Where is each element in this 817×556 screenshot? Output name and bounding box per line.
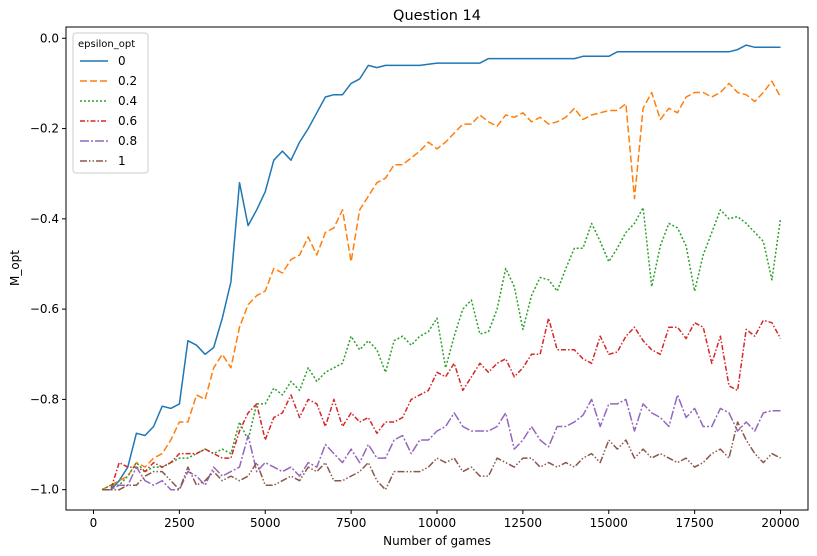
x-tick-label: 17500 (676, 516, 714, 530)
legend: epsilon_opt 0 0.2 0.4 0.6 0.8 1 (72, 32, 149, 174)
legend-entries: 0 0.2 0.4 0.6 0.8 1 (80, 54, 137, 168)
legend-label-4: 0.8 (118, 134, 137, 148)
legend-title: epsilon_opt (78, 39, 135, 50)
y-tick-label: −1.0 (30, 483, 59, 497)
y-axis-title: M_opt (8, 250, 22, 286)
x-tick-label: 7500 (336, 516, 367, 530)
plot-area (66, 27, 808, 510)
y-axis-ticks: 0.0 −0.2 −0.4 −0.6 −0.8 −1.0 (30, 31, 66, 497)
x-axis-title: Number of games (383, 534, 491, 548)
legend-label-0: 0 (118, 54, 126, 68)
legend-label-3: 0.6 (118, 114, 137, 128)
series-line-3 (102, 317, 782, 491)
legend-box (72, 32, 149, 174)
series-layer (101, 44, 782, 491)
y-tick-label: −0.6 (30, 302, 59, 316)
x-tick-label: 2500 (164, 516, 195, 530)
chart-title: Question 14 (393, 8, 481, 24)
y-tick-label: −0.4 (30, 212, 59, 226)
series-line-1 (101, 80, 782, 491)
x-tick-label: 20000 (761, 516, 799, 530)
y-tick-label: −0.8 (30, 392, 59, 406)
x-tick-label: 10000 (418, 516, 456, 530)
y-tick-label: −0.2 (30, 122, 59, 136)
legend-label-2: 0.4 (118, 94, 137, 108)
x-tick-label: 12500 (504, 516, 542, 530)
y-tick-label: 0.0 (40, 31, 59, 45)
series-line-4 (102, 394, 781, 491)
legend-label-1: 0.2 (118, 74, 137, 88)
x-axis-ticks: 0 2500 5000 7500 10000 12500 15000 17500 20000 (90, 510, 800, 530)
series-line-0 (102, 44, 781, 491)
series-line-2 (101, 206, 782, 491)
x-tick-label: 15000 (590, 516, 628, 530)
series-line-5 (102, 421, 781, 491)
legend-label-5: 1 (118, 154, 126, 168)
x-tick-label: 0 (90, 516, 98, 530)
x-tick-label: 5000 (250, 516, 281, 530)
